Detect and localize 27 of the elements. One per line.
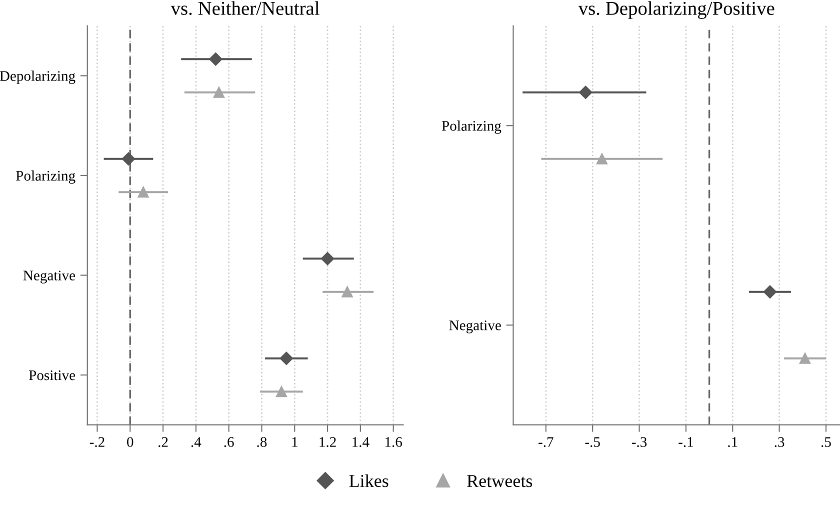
y-tick-label: Negative (23, 270, 76, 284)
x-tick-label: 0 (127, 437, 134, 447)
x-tick-label: 1.6 (386, 437, 402, 447)
x-tick-label: -.7 (538, 437, 554, 447)
x-tick-label: .6 (224, 437, 234, 447)
legend-label: Retweets (467, 475, 532, 488)
legend-label: Likes (349, 474, 388, 488)
y-tick-label: Depolarizing (0, 70, 76, 84)
x-tick-label: -.5 (585, 437, 600, 447)
x-tick-label: -.1 (678, 437, 693, 447)
y-tick-label: Negative (449, 320, 501, 334)
x-tick-label: 1 (292, 437, 298, 447)
chart-title: vs. Neither/Neutral (170, 1, 320, 16)
x-tick-label: .1 (728, 437, 738, 447)
x-tick-label: .5 (821, 437, 831, 447)
x-tick-label: .8 (257, 437, 267, 447)
x-tick-label: 1.4 (352, 437, 370, 447)
x-tick-label: .4 (191, 437, 202, 447)
chart-title: vs. Depolarizing/Positive (578, 1, 774, 19)
x-tick-label: -.2 (90, 437, 104, 447)
x-tick-label: -.3 (632, 437, 647, 447)
y-tick-label: Polarizing (442, 120, 502, 134)
y-tick-label: Positive (28, 370, 76, 380)
y-tick-label: Polarizing (16, 170, 76, 184)
x-tick-label: .3 (774, 437, 784, 447)
x-tick-label: 1.2 (320, 437, 336, 447)
x-tick-label: .2 (158, 437, 168, 447)
